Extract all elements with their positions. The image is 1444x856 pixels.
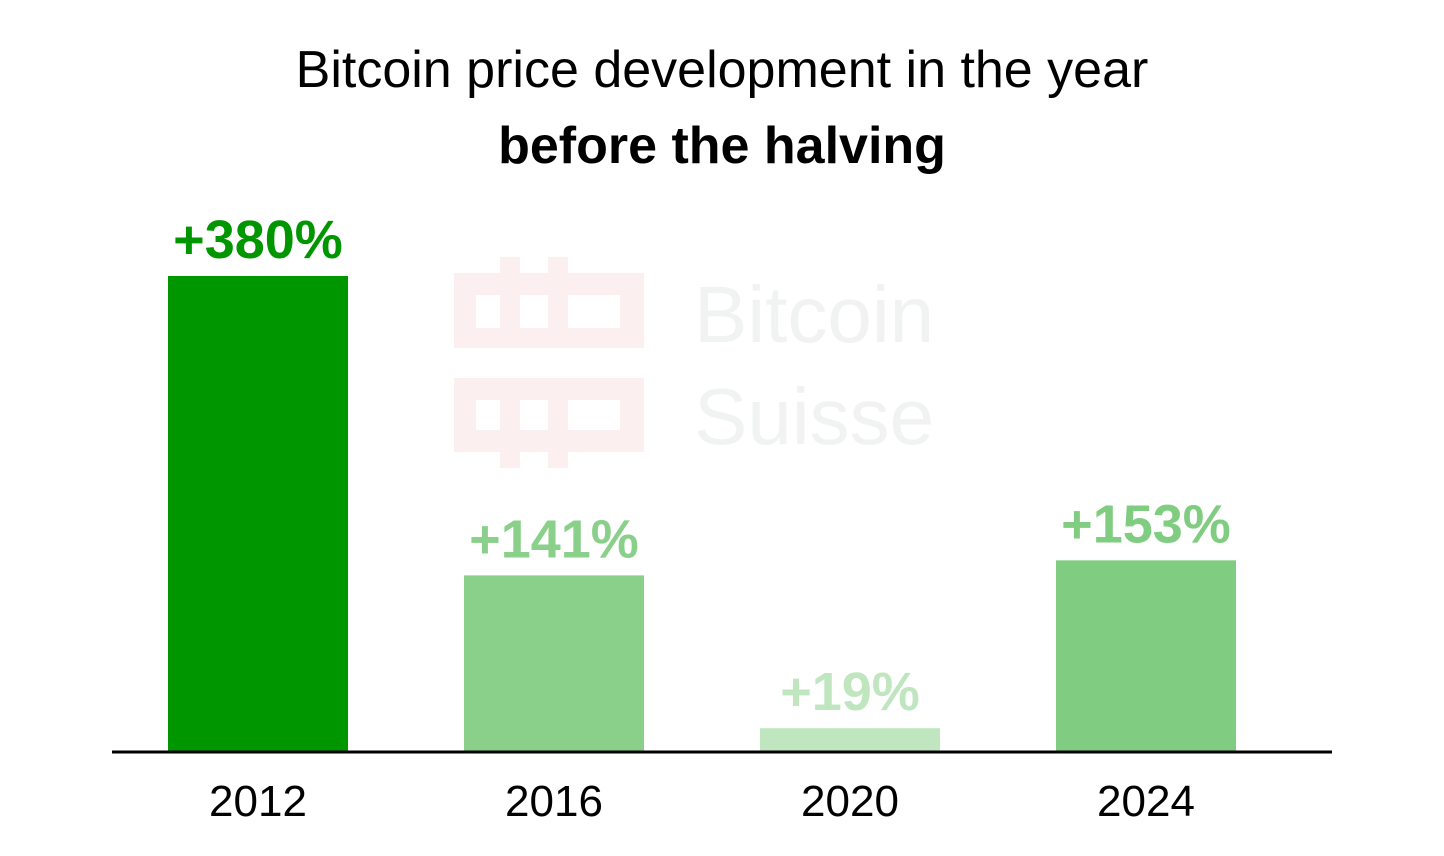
chart-subtitle: before the halving	[498, 117, 946, 175]
x-tick-label: 2020	[801, 777, 899, 826]
watermark-text: Suisse	[694, 372, 934, 461]
x-tick-label: 2024	[1097, 777, 1195, 826]
data-label: +141%	[469, 509, 639, 569]
data-label: +19%	[780, 662, 920, 722]
chart-title: Bitcoin price development in the year	[295, 41, 1149, 99]
x-tick-label: 2016	[505, 777, 603, 826]
bar-2024	[1056, 560, 1236, 752]
watermark-text: Bitcoin	[694, 270, 934, 359]
x-tick-label: 2012	[209, 777, 307, 826]
bar-2016	[464, 575, 644, 752]
bar-2012	[168, 276, 348, 752]
data-label: +153%	[1061, 494, 1231, 554]
bar-2020	[760, 728, 940, 752]
data-label: +380%	[173, 210, 343, 270]
watermark-logo: Bitcoin Suisse	[454, 257, 934, 468]
